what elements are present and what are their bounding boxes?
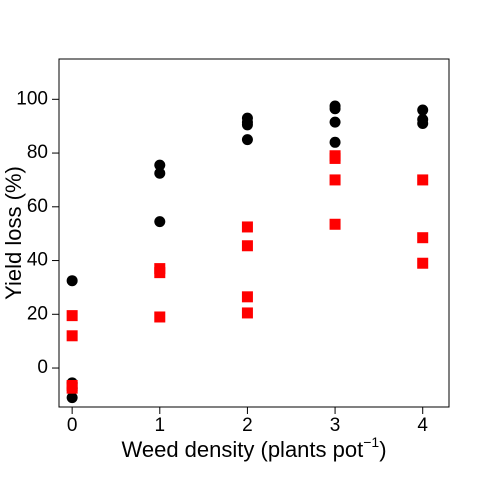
data-point-circle: [66, 392, 78, 404]
y-axis: 0 20 40 60 80 100: [16, 88, 59, 378]
data-point-square: [66, 330, 78, 342]
data-point-circle: [329, 103, 341, 115]
x-tick-label: 0: [67, 415, 78, 436]
data-point-square: [329, 218, 341, 230]
data-point-circle: [417, 117, 429, 129]
plot-frame: [58, 58, 450, 408]
data-points: [66, 100, 429, 404]
data-point-square: [241, 221, 253, 233]
data-point-square: [417, 232, 429, 244]
x-tick-label: 3: [330, 415, 341, 436]
data-point-square: [154, 311, 166, 323]
y-tick-label: 100: [16, 88, 48, 109]
data-point-square: [66, 382, 78, 394]
data-point-square: [329, 174, 341, 186]
data-point-square: [241, 291, 253, 303]
y-axis-title: Yield loss (%): [1, 166, 26, 300]
y-tick-label: 20: [27, 303, 48, 324]
data-point-square: [417, 257, 429, 269]
y-tick-label: 0: [37, 357, 48, 378]
x-tick-label: 4: [417, 415, 428, 436]
data-point-circle: [329, 136, 341, 148]
data-point-square: [241, 307, 253, 319]
x-axis: 0 1 2 3 4: [67, 407, 428, 436]
data-point-circle: [154, 159, 166, 171]
data-point-circle: [154, 167, 166, 179]
data-point-circle: [417, 104, 429, 116]
data-point-square: [154, 267, 166, 279]
data-point-circle: [241, 119, 253, 131]
data-point-circle: [154, 216, 166, 228]
data-point-square: [329, 152, 341, 164]
data-point-square: [241, 240, 253, 252]
y-tick-label: 40: [27, 250, 48, 271]
data-point-circle: [329, 116, 341, 128]
x-tick-label: 2: [242, 415, 253, 436]
data-point-square: [417, 174, 429, 186]
data-point-square: [66, 310, 78, 322]
y-tick-label: 80: [27, 142, 48, 163]
data-point-circle: [66, 275, 78, 287]
data-point-circle: [241, 134, 253, 146]
x-tick-label: 1: [154, 415, 165, 436]
x-axis-title: Weed density (plants pot−1): [121, 434, 386, 462]
y-tick-label: 60: [27, 196, 48, 217]
